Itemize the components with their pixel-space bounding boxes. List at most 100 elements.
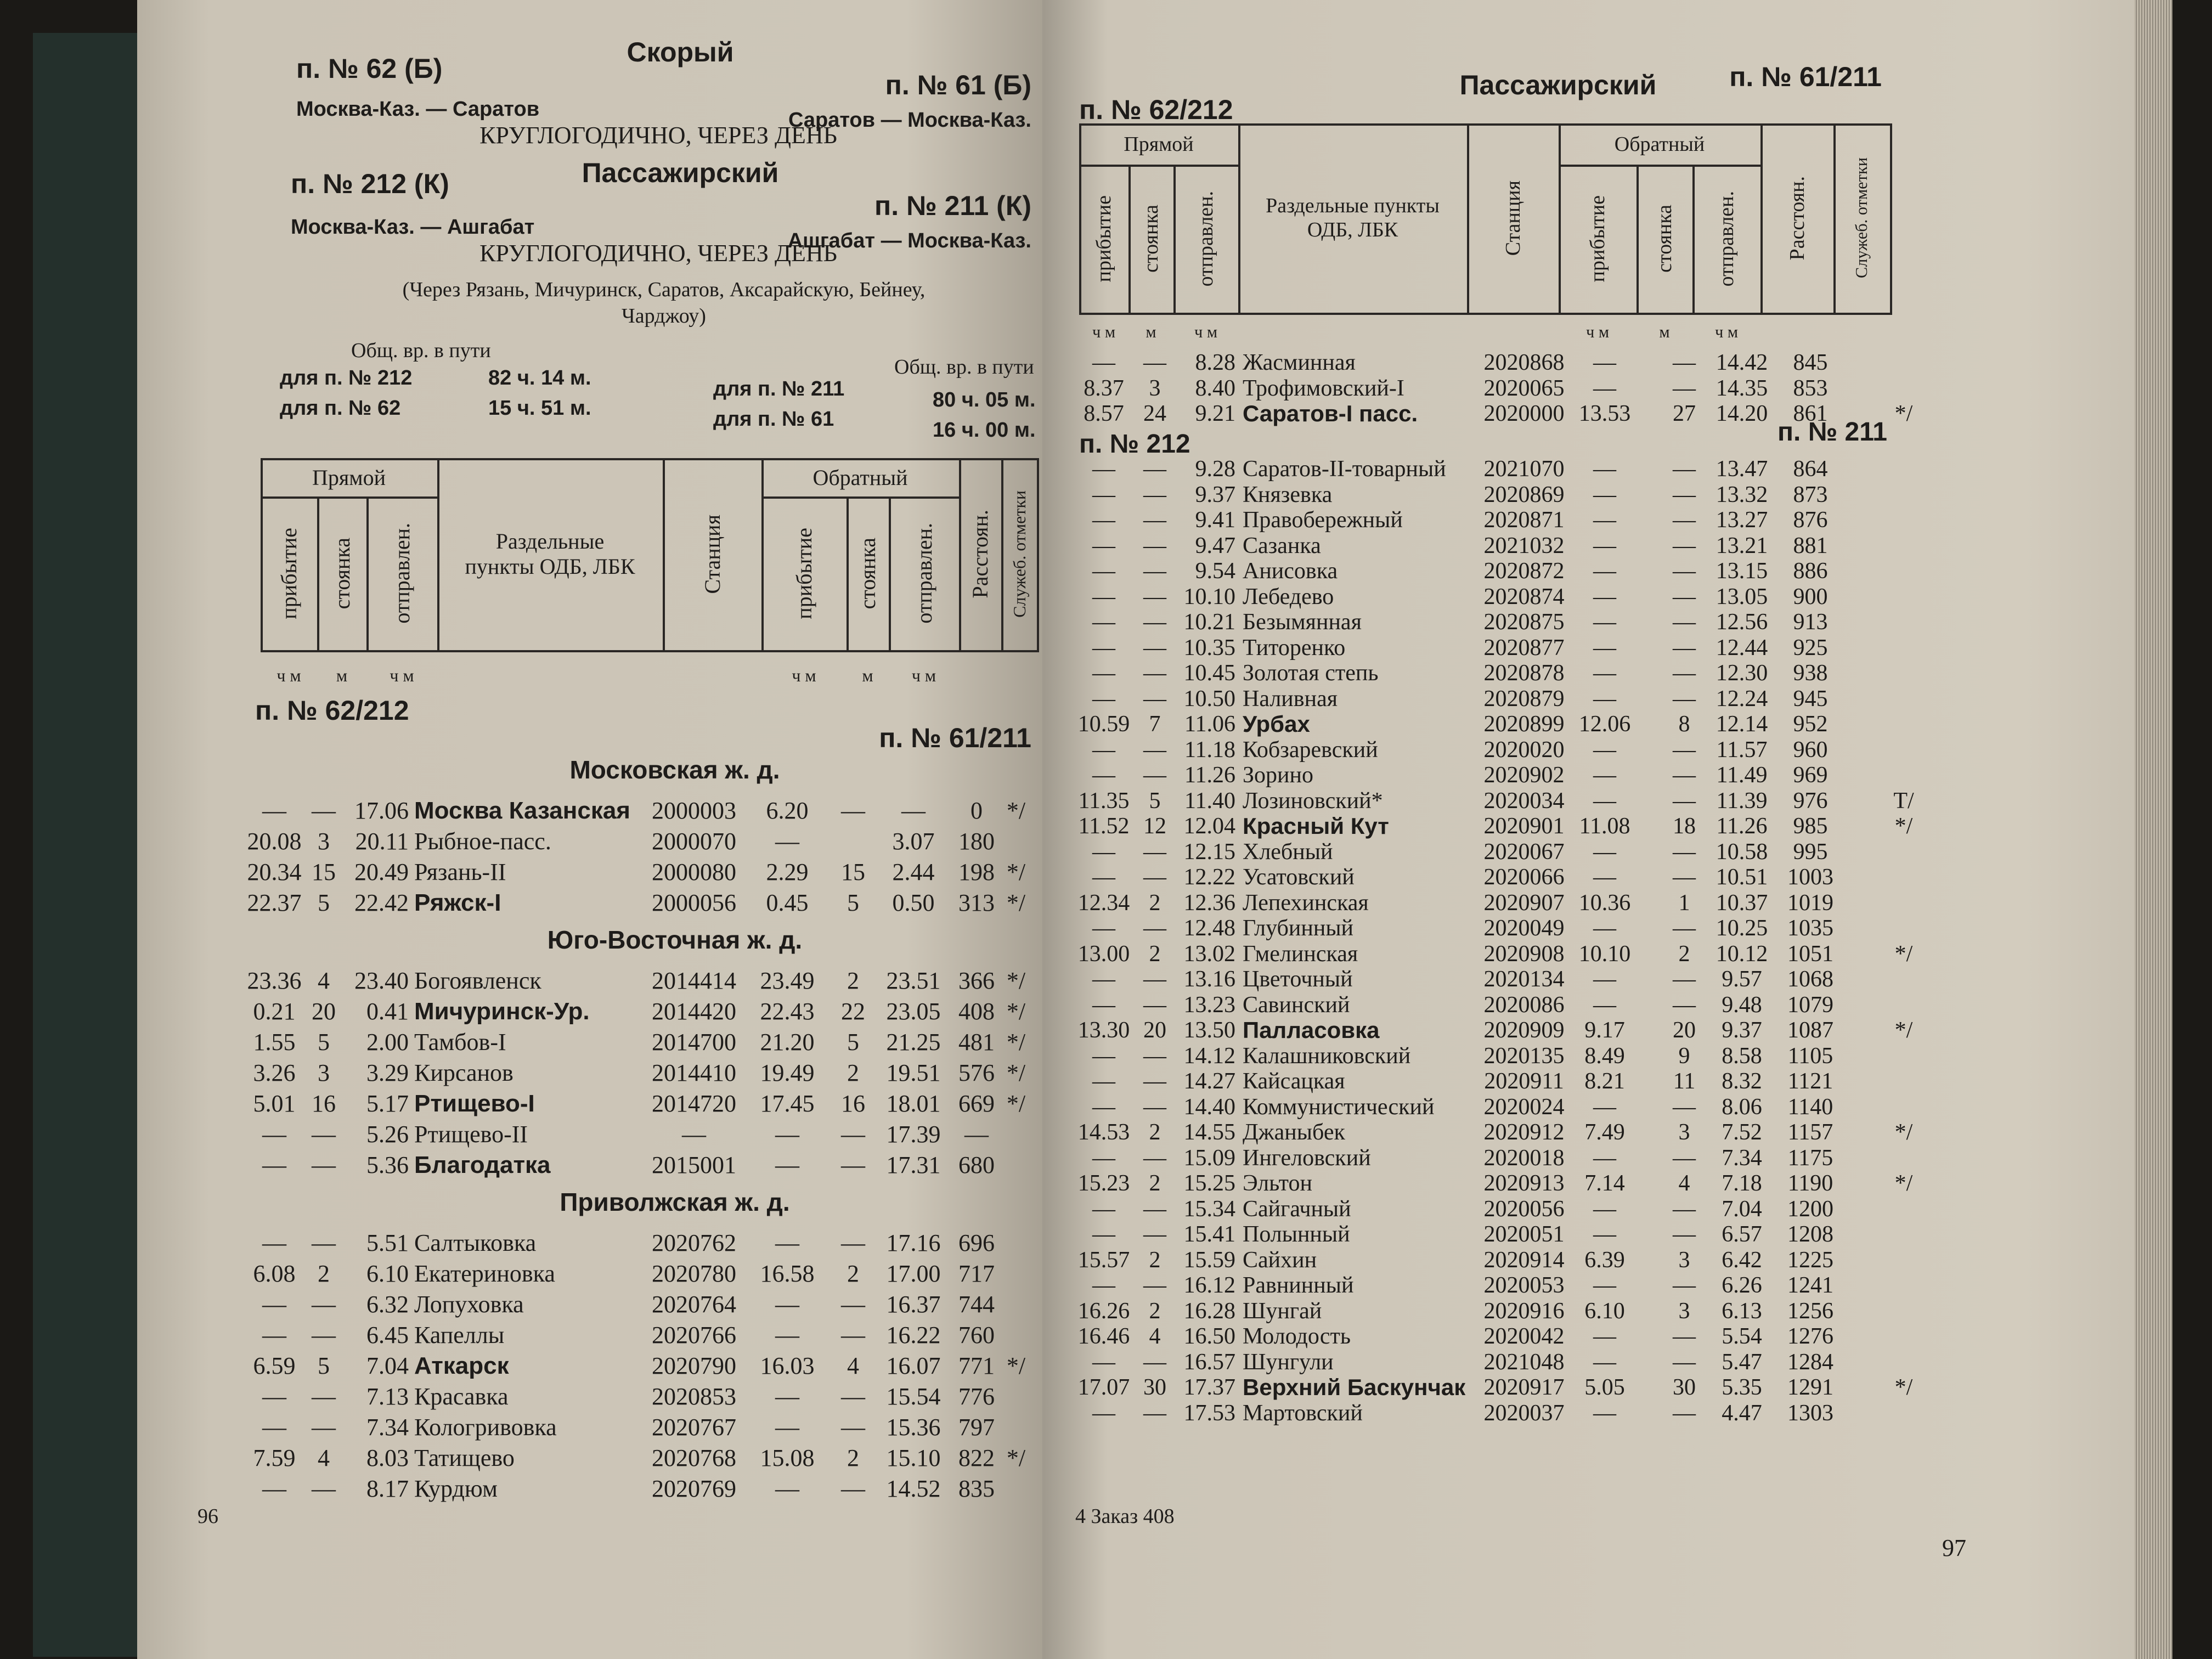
timetable-cell: —	[775, 1229, 799, 1256]
rule	[317, 496, 319, 650]
timetable-cell: 881	[1793, 533, 1828, 558]
timetable-cell: —	[1593, 507, 1616, 533]
timetable-cell: 13.27	[1716, 507, 1768, 533]
timetable-cell: 6.10	[1584, 1298, 1625, 1324]
timetable-cell: —	[775, 828, 799, 855]
timetable-cell: —	[1143, 482, 1166, 507]
timetable-cell: —	[964, 1121, 989, 1148]
timetable-cell: —	[1593, 482, 1616, 507]
timetable-cell: —	[1092, 482, 1115, 507]
timetable-cell: 1157	[1787, 1120, 1833, 1145]
station-name: Саратов-II-товарный	[1243, 456, 1446, 482]
timetable-cell: 11.26	[1184, 763, 1235, 788]
header-text: Станция	[699, 514, 725, 594]
timetable-cell: —	[1143, 1349, 1166, 1375]
timetable-cell: —	[262, 797, 286, 824]
station-name: Кобзаревский	[1243, 737, 1378, 763]
timetable-cell: —	[1092, 507, 1115, 533]
timetable-cell: —	[1092, 350, 1115, 375]
station-name: Коммунистический	[1243, 1094, 1435, 1120]
timetable-cell: 2020042	[1483, 1324, 1565, 1349]
timetable-cell: 2020135	[1483, 1043, 1565, 1069]
timetable-cell: 886	[1793, 558, 1828, 584]
timetable-cell: 24	[1143, 401, 1166, 426]
timetable-cell: 15.36	[886, 1414, 941, 1441]
station-name: Кайсацкая	[1243, 1069, 1345, 1094]
rule	[261, 458, 263, 650]
section-title: Юго-Восточная ж. д.	[547, 926, 803, 954]
header-cell: Станция	[663, 458, 761, 650]
timetable-cell: —	[775, 1291, 799, 1318]
timetable-cell: 2020790	[652, 1352, 736, 1379]
timetable-cell: 6.32	[366, 1291, 409, 1318]
rule	[1692, 165, 1695, 313]
timetable-cell: —	[1673, 839, 1696, 865]
timetable-cell: —	[1143, 992, 1166, 1018]
station-name: Верхний Баскунчак	[1243, 1374, 1466, 1400]
timetable-cell: —	[1092, 1273, 1115, 1298]
timetable-cell: 5	[847, 889, 859, 916]
timetable-cell: 12.14	[1716, 712, 1768, 737]
total-time-train: для п. № 61	[713, 408, 834, 431]
timetable-cell: 11.39	[1716, 788, 1768, 814]
unit-label: ч м	[1194, 323, 1218, 341]
timetable-cell: 2020053	[1483, 1273, 1565, 1298]
timetable-cell: —	[1143, 610, 1166, 635]
timetable-cell: —	[262, 1291, 286, 1318]
page-number: 96	[198, 1505, 218, 1528]
timetable-cell: 2020066	[1483, 865, 1565, 890]
station-name: Красавка	[414, 1383, 509, 1410]
timetable-cell: 8	[1678, 712, 1690, 737]
timetable-cell: 7.52	[1722, 1120, 1762, 1145]
timetable-cell: 2	[847, 1059, 859, 1086]
timetable-cell: 2020902	[1483, 763, 1565, 788]
timetable-cell: 2015001	[652, 1152, 736, 1178]
timetable-cell: 11	[1673, 1069, 1696, 1094]
header-cell: Прямой	[261, 458, 437, 496]
timetable-cell: 21.20	[760, 1029, 815, 1056]
header-cell: Служеб. отметки	[1001, 458, 1037, 650]
timetable-cell: 2000003	[652, 797, 736, 824]
station-name: Татищево	[414, 1444, 515, 1471]
timetable-cell: */	[1006, 967, 1026, 994]
timetable-cell: 1019	[1787, 890, 1833, 916]
timetable-cell: 9.37	[1195, 482, 1236, 507]
station-name: Тамбов-I	[414, 1029, 506, 1056]
unit-label: ч м	[1092, 323, 1116, 341]
timetable-cell: */	[1006, 1352, 1026, 1379]
timetable-cell: 5.47	[1722, 1349, 1762, 1375]
timetable-cell: 2020899	[1483, 712, 1565, 737]
header-cell: прибытие	[1559, 165, 1637, 313]
timetable-cell: —	[1143, 635, 1166, 661]
timetable-cell: 2020762	[652, 1229, 736, 1256]
left-page	[137, 0, 1042, 1659]
timetable-cell: 23.05	[886, 998, 941, 1025]
header-text: стоянка	[1139, 205, 1163, 273]
timetable-cell: 16.26	[1077, 1298, 1130, 1324]
timetable-cell: 198	[958, 859, 995, 885]
station-name: Молодость	[1243, 1324, 1351, 1349]
timetable-cell: 9.57	[1722, 967, 1762, 992]
timetable-cell: 16.57	[1183, 1349, 1236, 1375]
total-time-train: для п. № 212	[280, 366, 413, 390]
station-name: Капеллы	[414, 1322, 505, 1348]
timetable-cell: 13.23	[1183, 992, 1236, 1018]
timetable-cell: 11.18	[1184, 737, 1235, 763]
timetable-cell: 2020868	[1483, 350, 1565, 375]
timetable-cell: 2	[847, 967, 859, 994]
timetable-cell: —	[1143, 456, 1166, 482]
header-text: стоянка	[855, 537, 880, 610]
timetable-cell: 15.25	[1183, 1171, 1236, 1196]
timetable-cell: 13.02	[1183, 941, 1236, 967]
timetable-cell: —	[1673, 350, 1696, 375]
timetable-cell: */	[1894, 1120, 1913, 1145]
rule	[959, 458, 961, 650]
rule	[1890, 123, 1892, 313]
timetable-cell: 17.06	[354, 797, 409, 824]
timetable-cell: 9.47	[1195, 533, 1236, 558]
timetable-cell: 11.52	[1078, 814, 1130, 839]
station-name: Безымянная	[1243, 610, 1362, 635]
timetable-cell: 3	[318, 828, 330, 855]
timetable-cell: —	[1593, 967, 1616, 992]
timetable-cell: 13.50	[1183, 1018, 1236, 1043]
